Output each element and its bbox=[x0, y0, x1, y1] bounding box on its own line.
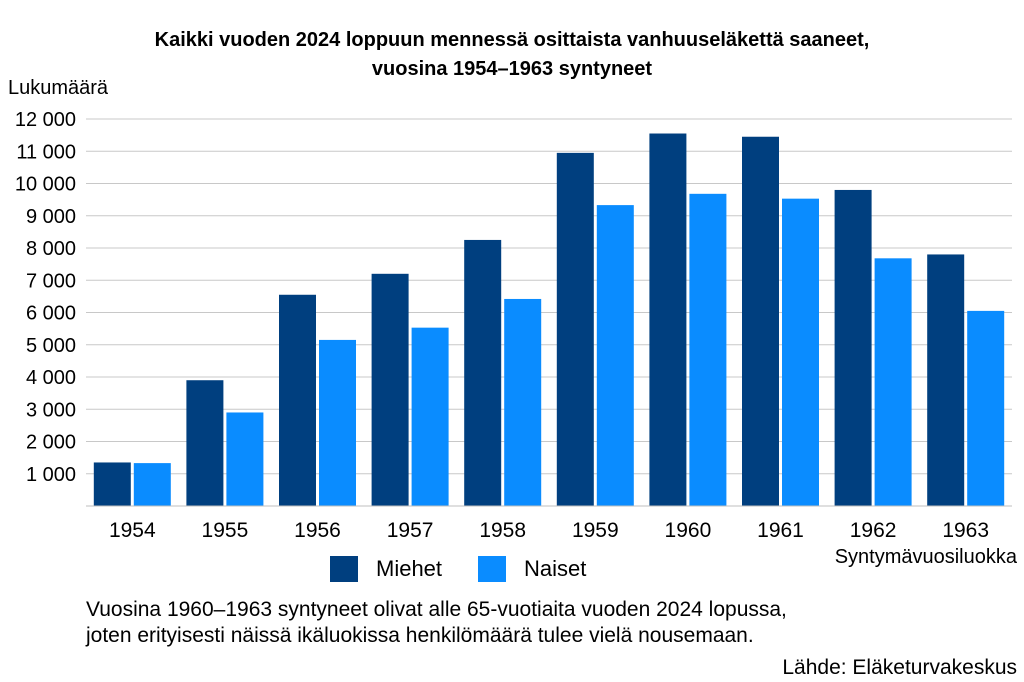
legend-swatch-naiset bbox=[478, 556, 506, 582]
x-tick-label: 1956 bbox=[294, 519, 341, 542]
bar-naiset-1957 bbox=[411, 327, 449, 506]
bar-naiset-1955 bbox=[226, 412, 264, 506]
x-axis-label: Syntymävuosiluokka bbox=[835, 546, 1018, 568]
legend-label-miehet: Miehet bbox=[376, 556, 442, 581]
y-tick-label: 6 000 bbox=[26, 303, 76, 325]
y-tick-label: 3 000 bbox=[26, 399, 76, 421]
y-tick-label: 10 000 bbox=[15, 174, 76, 196]
y-tick-labels: 1 000 2 000 3 000 4 000 5 000 6 000 7 000 8 000… bbox=[15, 109, 76, 486]
y-axis-label: Lukumäärä bbox=[8, 77, 109, 99]
bar-miehet-1956 bbox=[279, 294, 316, 506]
y-tick-label: 2 000 bbox=[26, 432, 76, 454]
legend-label-naiset: Naiset bbox=[524, 556, 586, 581]
x-tick-label: 1960 bbox=[665, 519, 712, 542]
chart-title: Kaikki vuoden 2024 loppuun mennessä osit… bbox=[155, 29, 870, 51]
bar-miehet-1954 bbox=[93, 462, 131, 506]
y-tick-label: 11 000 bbox=[16, 141, 76, 163]
bar-miehet-1958 bbox=[464, 239, 502, 506]
bar-miehet-1963 bbox=[927, 254, 965, 506]
chart-subtitle: vuosina 1954–1963 syntyneet bbox=[372, 58, 653, 80]
x-tick-label: 1963 bbox=[942, 519, 989, 542]
bar-miehet-1957 bbox=[371, 273, 409, 506]
bar-naiset-1959 bbox=[596, 205, 634, 507]
y-tick-label: 9 000 bbox=[26, 206, 76, 228]
x-tick-label: 1957 bbox=[387, 519, 434, 542]
bar-miehet-1955 bbox=[186, 380, 224, 506]
bar-miehet-1962 bbox=[834, 189, 872, 506]
bar-naiset-1954 bbox=[133, 463, 171, 506]
bars bbox=[93, 133, 1005, 507]
x-tick-labels: 1954 1955 1956 1957 1958 1959 1960 1961 1962 1963 bbox=[109, 519, 989, 542]
bar-miehet-1960 bbox=[649, 133, 687, 506]
bar-naiset-1958 bbox=[504, 298, 542, 506]
bar-miehet-1961 bbox=[742, 136, 779, 507]
x-tick-label: 1955 bbox=[202, 519, 249, 542]
x-tick-label: 1962 bbox=[850, 519, 897, 542]
note-line-1: Vuosina 1960–1963 syntyneet olivat alle … bbox=[86, 598, 787, 621]
bar-miehet-1959 bbox=[556, 152, 594, 507]
y-tick-label: 4 000 bbox=[26, 367, 76, 389]
x-tick-label: 1958 bbox=[479, 519, 526, 542]
note-line-2: joten erityisesti näissä ikäluokissa hen… bbox=[85, 624, 754, 647]
bar-naiset-1961 bbox=[782, 198, 819, 506]
y-tick-label: 12 000 bbox=[15, 109, 76, 131]
bar-naiset-1960 bbox=[689, 193, 727, 506]
y-tick-label: 8 000 bbox=[26, 238, 76, 260]
bar-naiset-1956 bbox=[319, 339, 356, 506]
y-tick-label: 7 000 bbox=[26, 270, 76, 292]
y-tick-label: 1 000 bbox=[26, 464, 76, 486]
bar-naiset-1963 bbox=[967, 310, 1005, 506]
x-tick-label: 1961 bbox=[757, 519, 804, 542]
gridlines bbox=[86, 118, 1012, 475]
legend-swatch-miehet bbox=[330, 556, 358, 582]
y-tick-label: 5 000 bbox=[26, 335, 76, 357]
source-text: Lähde: Eläketurvakeskus bbox=[782, 656, 1017, 679]
legend: Miehet Naiset bbox=[330, 556, 586, 582]
x-tick-label: 1954 bbox=[109, 519, 156, 542]
bar-naiset-1962 bbox=[874, 258, 912, 506]
x-tick-label: 1959 bbox=[572, 519, 619, 542]
